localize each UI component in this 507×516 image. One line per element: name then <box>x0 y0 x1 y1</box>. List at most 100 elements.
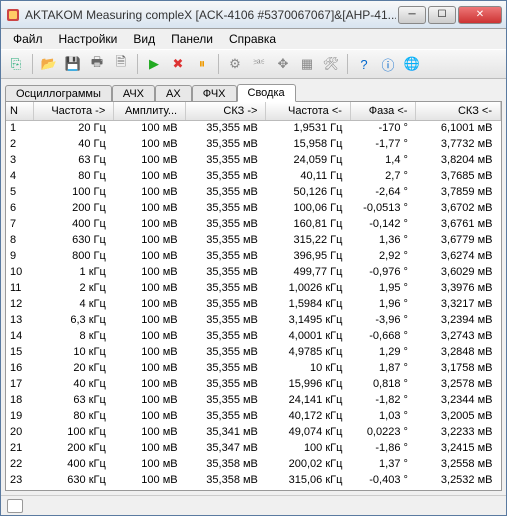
menu-панели[interactable]: Панели <box>163 30 221 48</box>
help-icon[interactable]: ? <box>353 53 375 75</box>
tab-ФЧХ[interactable]: ФЧХ <box>192 85 237 102</box>
cell: 100 мВ <box>114 328 186 344</box>
cell: 3,1495 кГц <box>266 312 351 328</box>
panels-icon[interactable]: ▦ <box>296 53 318 75</box>
table-row[interactable]: 1620 кГц100 мВ35,355 мВ10 кГц1,87 °3,175… <box>6 360 501 376</box>
tab-Осциллограммы[interactable]: Осциллограммы <box>5 85 112 102</box>
table-row[interactable]: 6200 Гц100 мВ35,355 мВ100,06 Гц-0,0513 °… <box>6 200 501 216</box>
toolbar-separator <box>137 54 138 74</box>
cell: 63 кГц <box>33 392 113 408</box>
tab-Сводка[interactable]: Сводка <box>237 84 296 102</box>
tab-АЧХ[interactable]: АЧХ <box>112 85 155 102</box>
data-grid[interactable]: NЧастота ->Амплиту...СКЗ ->Частота <-Фаз… <box>5 101 502 491</box>
column-header[interactable]: Амплиту... <box>114 102 186 120</box>
cell: 80 кГц <box>33 408 113 424</box>
status-icon <box>7 499 23 513</box>
table-row[interactable]: 124 кГц100 мВ35,355 мВ1,5984 кГц1,96 °3,… <box>6 296 501 312</box>
run-icon[interactable]: ▶ <box>143 53 165 75</box>
table-row[interactable]: 120 Гц100 мВ35,355 мВ1,9531 Гц-170 °6,10… <box>6 120 501 136</box>
tab-АХ[interactable]: АХ <box>155 85 192 102</box>
save-icon[interactable]: 💾 <box>62 53 84 75</box>
close-button[interactable]: ✕ <box>458 6 502 24</box>
cell: 19 <box>6 408 33 424</box>
cell: 10 <box>6 264 33 280</box>
cell: 80 Гц <box>33 168 113 184</box>
print-icon[interactable]: 🖶 <box>86 53 108 75</box>
cell: 7 <box>6 216 33 232</box>
menu-справка[interactable]: Справка <box>221 30 284 48</box>
cell: 6 <box>6 200 33 216</box>
table-row[interactable]: 9800 Гц100 мВ35,355 мВ396,95 Гц2,92 °3,6… <box>6 248 501 264</box>
menu-файл[interactable]: Файл <box>5 30 51 48</box>
table-row[interactable]: 101 кГц100 мВ35,355 мВ499,77 Гц-0,976 °3… <box>6 264 501 280</box>
settings-icon[interactable]: ⚙ <box>224 53 246 75</box>
tools-icon[interactable]: 🛠 <box>320 53 342 75</box>
cell: 100 мВ <box>114 216 186 232</box>
column-header[interactable]: СКЗ <- <box>416 102 501 120</box>
table-row[interactable]: 480 Гц100 мВ35,355 мВ40,11 Гц2,7 °3,7685… <box>6 168 501 184</box>
cell: 35,355 мВ <box>186 136 266 152</box>
table-row[interactable]: 21200 кГц100 мВ35,347 мВ100 кГц-1,86 °3,… <box>6 440 501 456</box>
web-icon[interactable]: 🌐 <box>401 53 423 75</box>
report-icon[interactable]: 🗎 <box>110 53 132 75</box>
cell: 35,355 мВ <box>186 264 266 280</box>
window-title: AKTAKOM Measuring compleX [ACK-4106 #537… <box>25 8 396 22</box>
column-header[interactable]: Частота <- <box>266 102 351 120</box>
open-icon[interactable]: 📂 <box>38 53 60 75</box>
cell: 17 <box>6 376 33 392</box>
cursor-icon[interactable]: ✥ <box>272 53 294 75</box>
stop-icon[interactable]: ✖ <box>167 53 189 75</box>
table-row[interactable]: 23630 кГц100 мВ35,358 мВ315,06 кГц-0,403… <box>6 472 501 488</box>
cell: 100 мВ <box>114 392 186 408</box>
cell: 3,1758 мВ <box>416 360 501 376</box>
cell: 14 <box>6 328 33 344</box>
table-row[interactable]: 24800 кГц100 мВ35,353 мВ399,89 кГц1,65 °… <box>6 488 501 491</box>
cell: 630 Гц <box>33 232 113 248</box>
table-row[interactable]: 8630 Гц100 мВ35,355 мВ315,22 Гц1,36 °3,6… <box>6 232 501 248</box>
cell: 315,06 кГц <box>266 472 351 488</box>
calib-icon[interactable]: ⎃ <box>248 53 270 75</box>
cell: 100,06 Гц <box>266 200 351 216</box>
info-icon[interactable]: ⓘ <box>377 53 399 75</box>
cell: 35,355 мВ <box>186 328 266 344</box>
cell: 100 мВ <box>114 136 186 152</box>
minimize-button[interactable]: ─ <box>398 6 426 24</box>
column-header[interactable]: N <box>6 102 33 120</box>
titlebar[interactable]: AKTAKOM Measuring compleX [ACK-4106 #537… <box>1 1 506 29</box>
menu-вид[interactable]: Вид <box>125 30 163 48</box>
cell: -1,82 ° <box>350 392 416 408</box>
cell: 3,26 мВ <box>416 488 501 491</box>
cell: 100 мВ <box>114 424 186 440</box>
cell: 22 <box>6 456 33 472</box>
table-row[interactable]: 20100 кГц100 мВ35,341 мВ49,074 кГц0,0223… <box>6 424 501 440</box>
table-row[interactable]: 148 кГц100 мВ35,355 мВ4,0001 кГц-0,668 °… <box>6 328 501 344</box>
table-row[interactable]: 7400 Гц100 мВ35,355 мВ160,81 Гц-0,142 °3… <box>6 216 501 232</box>
exit-icon[interactable]: ⎘ <box>5 53 27 75</box>
cell: 1,37 ° <box>350 456 416 472</box>
cell: 1,4 ° <box>350 152 416 168</box>
table-row[interactable]: 1863 кГц100 мВ35,355 мВ24,141 кГц-1,82 °… <box>6 392 501 408</box>
column-header[interactable]: СКЗ -> <box>186 102 266 120</box>
pause-icon[interactable]: ⏸ <box>191 53 213 75</box>
table-row[interactable]: 112 кГц100 мВ35,355 мВ1,0026 кГц1,95 °3,… <box>6 280 501 296</box>
menu-настройки[interactable]: Настройки <box>51 30 126 48</box>
table-row[interactable]: 240 Гц100 мВ35,355 мВ15,958 Гц-1,77 °3,7… <box>6 136 501 152</box>
table-row[interactable]: 1740 кГц100 мВ35,355 мВ15,996 кГц0,818 °… <box>6 376 501 392</box>
table-row[interactable]: 22400 кГц100 мВ35,358 мВ200,02 кГц1,37 °… <box>6 456 501 472</box>
table-row[interactable]: 5100 Гц100 мВ35,355 мВ50,126 Гц-2,64 °3,… <box>6 184 501 200</box>
table-row[interactable]: 1980 кГц100 мВ35,355 мВ40,172 кГц1,03 °3… <box>6 408 501 424</box>
maximize-button[interactable]: ☐ <box>428 6 456 24</box>
cell: 24,141 кГц <box>266 392 351 408</box>
cell: 3,2743 мВ <box>416 328 501 344</box>
column-header[interactable]: Фаза <- <box>350 102 416 120</box>
cell: 15,958 Гц <box>266 136 351 152</box>
table-row[interactable]: 1510 кГц100 мВ35,355 мВ4,9785 кГц1,29 °3… <box>6 344 501 360</box>
cell: 3,2394 мВ <box>416 312 501 328</box>
cell: 10 кГц <box>33 344 113 360</box>
cell: 20 кГц <box>33 360 113 376</box>
column-header[interactable]: Частота -> <box>33 102 113 120</box>
table-row[interactable]: 363 Гц100 мВ35,355 мВ24,059 Гц1,4 °3,820… <box>6 152 501 168</box>
cell: 40 Гц <box>33 136 113 152</box>
cell: 200 Гц <box>33 200 113 216</box>
table-row[interactable]: 136,3 кГц100 мВ35,355 мВ3,1495 кГц-3,96 … <box>6 312 501 328</box>
